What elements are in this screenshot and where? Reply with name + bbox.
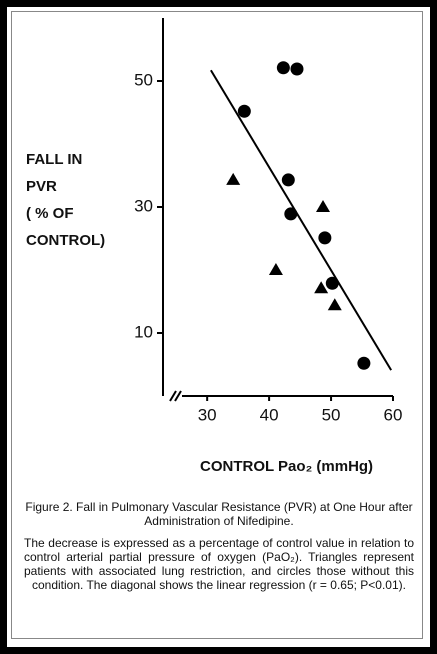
y-tick-label: 30	[134, 196, 153, 215]
circle-point	[237, 104, 251, 118]
caption-body: The decrease is expressed as a percentag…	[24, 536, 414, 592]
x-tick-label: 30	[198, 405, 217, 424]
triangle-point	[316, 200, 331, 212]
x-tick-label: 40	[260, 405, 279, 424]
triangle-point	[268, 263, 283, 275]
circle-point	[276, 61, 290, 75]
y-axis-label: PVR	[26, 178, 57, 195]
axis-break	[174, 390, 182, 402]
y-axis-label: ( % OF	[26, 205, 74, 222]
x-tick-label: 60	[384, 405, 403, 424]
y-tick-label: 50	[134, 70, 153, 89]
caption-title: Figure 2. Fall in Pulmonary Vascular Res…	[25, 500, 413, 528]
triangle-point	[314, 281, 329, 294]
y-axis-label: FALL IN	[26, 151, 82, 168]
circle-point	[325, 276, 339, 290]
circle-point	[318, 231, 332, 245]
triangle-point	[327, 298, 342, 311]
regression-line	[210, 69, 392, 371]
x-tick-label: 50	[322, 405, 341, 424]
circle-point	[284, 207, 298, 221]
inner-border	[11, 11, 423, 639]
axis-break	[169, 390, 177, 402]
circle-point	[357, 356, 371, 370]
y-axis-label: CONTROL)	[26, 232, 105, 249]
y-tick-label: 10	[134, 322, 153, 341]
circle-point	[290, 62, 304, 76]
circle-point	[281, 173, 295, 187]
x-axis-label: CONTROL Pao₂ (mmHg)	[200, 458, 373, 475]
triangle-point	[226, 172, 241, 185]
